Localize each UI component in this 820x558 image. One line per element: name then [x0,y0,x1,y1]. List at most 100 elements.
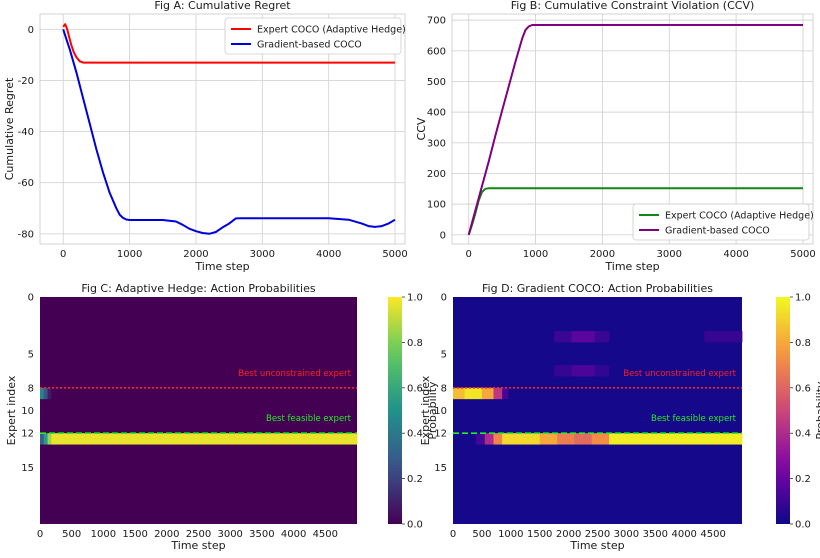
y-tick-label: 500 [427,77,446,88]
y-tick-label: -60 [18,178,34,189]
heatmap-cell [704,331,743,343]
colorbar-tick-label: 0.0 [795,520,811,531]
chart-c: Best unconstrained expert Best feasible e… [5,282,439,552]
y-tick-label: 0 [28,293,34,304]
legend-entry: Expert COCO (Adaptive Hedge) [257,25,406,36]
heatmap-background [40,297,357,524]
x-tick-label: 5000 [790,249,815,260]
x-tick-label: 2000 [154,529,179,540]
heatmap-cell [43,433,49,445]
legend: Expert COCO (Adaptive Hedge) Gradient-bas… [224,17,406,55]
x-tick-label: 4000 [316,249,341,260]
chart-title: Fig B: Cumulative Constraint Violation (… [511,0,755,12]
chart-title: Fig D: Gradient COCO: Action Probabiliti… [482,282,713,295]
legend-entry: Gradient-based COCO [257,40,362,51]
colorbar [388,297,402,524]
heatmap-cell [502,387,509,400]
annotation-label: Best unconstrained expert [238,369,351,379]
x-tick-label: 0 [60,249,66,260]
colorbar-tick-label: 0.8 [795,338,811,349]
heatmap-cell [571,331,596,343]
colorbar-tick-label: 0.6 [795,383,811,394]
y-tick-label: 10 [21,406,34,417]
chart-d: Best unconstrained expert Best feasible e… [419,282,820,552]
y-tick-label: 100 [427,200,446,211]
heatmap-cell [493,433,503,445]
x-tick-label: 1000 [498,529,523,540]
annotation-label: Best feasible expert [266,414,352,424]
heatmap-cell [476,433,486,445]
y-tick-label: 12 [21,429,34,440]
annotation-label: Best unconstrained expert [623,369,736,379]
y-tick-label: -20 [18,76,34,87]
heatmap-cell [40,433,45,445]
y-tick-label: 15 [434,463,447,474]
colorbar-tick-label: 0.2 [407,474,423,485]
annotation-label: Best feasible expert [651,414,737,424]
colorbar-tick-label: 1.0 [407,293,423,304]
chart-title: Fig A: Cumulative Regret [154,0,291,12]
heatmap-cell [481,387,494,400]
x-tick-label: 3500 [643,529,668,540]
y-tick-label: 200 [427,169,446,180]
y-tick-label: 0 [441,293,447,304]
colorbar-label: Probability [814,381,820,440]
chart-a: 0 1000 2000 3000 4000 5000 0 -20 -40 -60 -80 Fig A:… [3,0,408,273]
y-tick-label: -80 [18,229,34,240]
x-tick-label: 2000 [590,249,615,260]
heatmap-cell [594,365,610,377]
legend-box [224,17,402,55]
chart-b: 0 1000 2000 3000 4000 5000 0 100 200 300 400 500 600… [415,0,816,273]
x-tick-label: 3500 [249,529,274,540]
heatmap-cell [539,433,558,445]
y-tick-label: 0 [440,230,446,241]
colorbar-tick-label: 0.2 [795,474,811,485]
x-axis-label: Time step [604,260,659,273]
x-tick-label: 2000 [183,249,208,260]
x-tick-label: 0 [450,529,456,540]
x-tick-label: 2000 [556,529,581,540]
y-tick-label: -40 [18,127,34,138]
plot-frame [39,13,406,245]
x-tick-label: 4000 [723,249,748,260]
x-axis-label: Time step [194,260,249,273]
x-tick-label: 1000 [91,529,116,540]
heatmap-cell [574,433,593,445]
y-tick-label: 10 [434,406,447,417]
heatmap-cell [609,433,743,445]
heatmap-cell [464,387,483,400]
heatmap-cell [47,387,52,400]
y-tick-label: 15 [21,463,34,474]
legend: Expert COCO (Adaptive Hedge) Gradient-bas… [632,203,814,241]
legend-box [632,203,810,241]
x-tick-label: 0 [466,249,472,260]
y-axis-label: CCV [415,117,428,140]
heatmap-cell [502,433,541,445]
x-tick-label: 2500 [186,529,211,540]
x-tick-label: 1000 [523,249,548,260]
heatmap-cell [591,433,610,445]
heatmap-cell [453,387,465,400]
y-tick-label: 700 [427,16,446,27]
colorbar-tick-label: 0.4 [407,429,423,440]
heatmap-cell [554,331,572,343]
series-line-2 [62,28,396,235]
x-axis-label: Time step [569,539,624,552]
y-axis-label: Expert index [5,375,18,445]
colorbar-tick-label: 0.8 [407,338,423,349]
y-tick-label: 400 [427,108,446,119]
x-tick-label: 2500 [585,529,610,540]
x-tick-label: 3000 [657,249,682,260]
y-tick-label: 8 [441,383,447,394]
x-tick-label: 1500 [122,529,147,540]
x-axis-label: Time step [170,539,225,552]
x-tick-label: 4500 [700,529,725,540]
x-tick-label: 1500 [527,529,552,540]
y-tick-label: 600 [427,46,446,57]
x-tick-label: 5000 [382,249,407,260]
y-tick-label: 5 [441,349,447,360]
chart-title: Fig C: Adaptive Hedge: Action Probabilit… [81,282,316,295]
x-tick-label: 0 [37,529,43,540]
x-tick-label: 3000 [250,249,275,260]
